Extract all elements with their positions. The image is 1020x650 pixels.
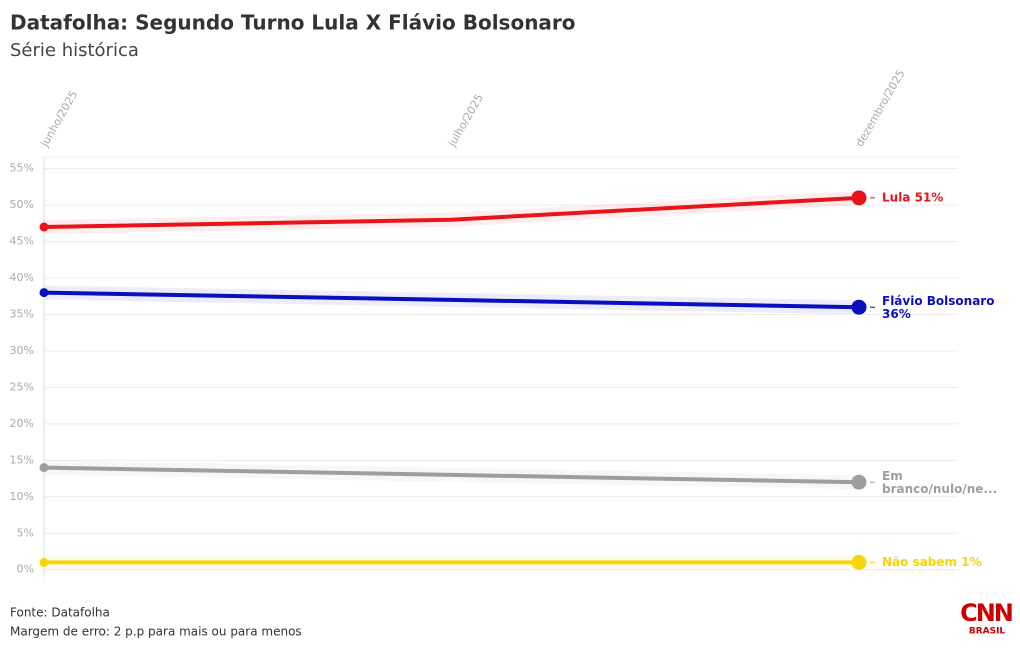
chart-title: Datafolha: Segundo Turno Lula X Flávio B… [10,11,576,35]
end-dot [851,554,867,570]
y-tick-label: 20% [10,417,34,430]
line [43,195,860,229]
logo-brand: CNN [960,599,1012,627]
start-dot [39,288,49,298]
y-tick-label: 0% [17,563,34,576]
y-tick-label: 10% [10,490,34,503]
start-dot [39,557,49,567]
end-dot [851,474,867,490]
line-band [43,190,860,234]
end-label: Em branco/nulo/ne... [882,469,997,496]
line [43,290,860,310]
y-tick-label: 30% [10,344,34,357]
y-tick-label: 40% [10,271,34,284]
x-tick-label: dezembro/2025 [853,67,908,149]
end-label: Lula 51% [882,190,943,204]
logo-sub: BRASIL [969,627,1006,637]
y-tick-label: 50% [10,198,34,211]
end-label-line: Em [882,469,903,483]
end-dot [851,299,867,315]
line [43,465,860,485]
end-label-line: branco/nulo/ne... [882,482,997,496]
start-dot [39,222,49,232]
note: Margem de erro: 2 p.p para mais ou para … [10,625,302,639]
end-label: Não sabem 1% [882,555,982,569]
x-tick-label: junho/2025 [37,88,80,149]
end-label-line: 36% [882,307,911,321]
end-label-line: Flávio Bolsonaro [882,294,994,308]
y-tick-label: 35% [10,308,34,321]
chart-subtitle: Série histórica [10,40,139,61]
y-tick-label: 45% [10,235,34,248]
source: Fonte: Datafolha [10,606,110,620]
start-dot [39,463,49,473]
y-tick-label: 5% [17,526,34,539]
end-dot [851,190,867,206]
end-label: Flávio Bolsonaro 36% [882,294,994,321]
x-tick-label: julho/2025 [445,92,486,150]
y-tick-label: 55% [10,162,34,175]
y-tick-label: 15% [10,453,34,466]
y-tick-label: 25% [10,380,34,393]
